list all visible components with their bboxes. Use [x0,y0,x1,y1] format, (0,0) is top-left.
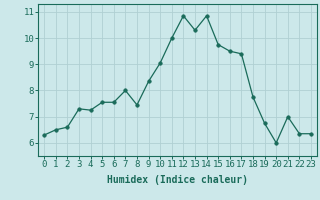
X-axis label: Humidex (Indice chaleur): Humidex (Indice chaleur) [107,175,248,185]
